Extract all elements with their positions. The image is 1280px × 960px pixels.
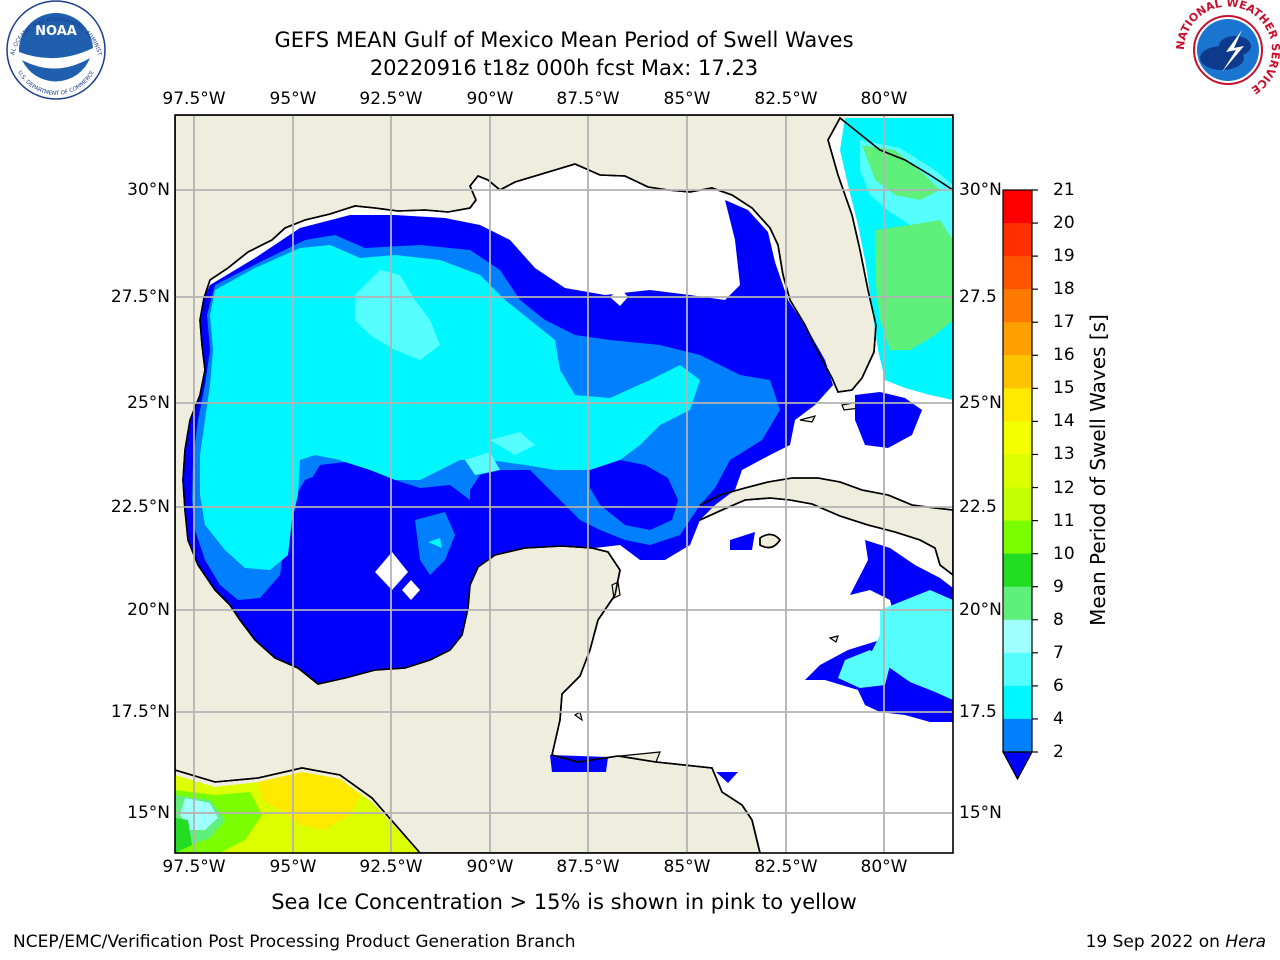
colorbar-segment — [1003, 322, 1032, 356]
lon-label-bottom: 87.5°W — [556, 857, 620, 877]
colorbar-extend-arrow — [1001, 751, 1034, 781]
lat-label-left: 25°N — [127, 393, 170, 413]
lat-label-right: 27.5 — [959, 287, 997, 307]
lat-label-right: 17.5 — [959, 702, 997, 722]
swell-period-field — [175, 118, 953, 853]
map-frame — [174, 114, 954, 854]
lon-label-top: 90°W — [466, 89, 514, 109]
lat-label-right: 15°N — [959, 803, 1002, 823]
colorbar-segment — [1003, 289, 1032, 323]
lon-label-bottom: 95°W — [269, 857, 317, 877]
colorbar-tick-label: 9 — [1053, 576, 1064, 597]
lat-label-left: 27.5°N — [110, 287, 170, 307]
colorbar-tick-label: 21 — [1053, 180, 1075, 200]
colorbar-tick-label: 7 — [1053, 642, 1064, 663]
noaa-logo-text: NOAA — [35, 24, 77, 39]
lon-label-top: 95°W — [269, 89, 317, 109]
colorbar-segment — [1003, 355, 1032, 389]
lat-label-left: 20°N — [127, 600, 170, 620]
nws-logo: NATIONAL WEATHER SERVICE — [1174, 0, 1280, 99]
lon-label-bottom: 82.5°W — [754, 857, 818, 877]
colorbar-segment — [1003, 454, 1032, 489]
colorbar-segment — [1003, 190, 1032, 224]
lon-label-top: 85°W — [663, 89, 711, 109]
colorbar-segment — [1003, 652, 1032, 687]
colorbar-segment — [1003, 223, 1032, 257]
colorbar-segment — [1003, 487, 1032, 522]
colorbar-frame — [1002, 189, 1033, 753]
colorbar-segment — [1003, 388, 1032, 422]
colorbar-segment — [1003, 619, 1032, 654]
colorbar-tick-label: 20 — [1053, 213, 1075, 234]
lon-label-top: 82.5°W — [754, 89, 818, 109]
noaa-logo: NOAA NATIONAL OCEANIC AND ATMOSPHERIC AD… — [0, 0, 106, 100]
colorbar-segment — [1003, 520, 1032, 555]
colorbar-title: Mean Period of Swell Waves [s] — [1086, 314, 1110, 626]
colorbar-segment — [1003, 256, 1032, 290]
map-title: GEFS MEAN Gulf of Mexico Mean Period of … — [274, 28, 854, 52]
lat-label-right: 25°N — [959, 393, 1002, 413]
colorbar-tick-label: 14 — [1053, 411, 1075, 432]
lon-label-bottom: 92.5°W — [359, 857, 423, 877]
lon-label-top: 87.5°W — [556, 89, 620, 109]
lon-label-top: 80°W — [860, 89, 908, 109]
credit-branch: NCEP/EMC/Verification Post Processing Pr… — [13, 932, 576, 952]
colorbar-tick-label: 13 — [1053, 444, 1075, 465]
credit-date-text: 19 Sep 2022 on — [1085, 932, 1220, 952]
graticule — [175, 115, 953, 853]
colorbar-tick-label: 11 — [1053, 510, 1075, 531]
colorbar-tick-label: 17 — [1053, 312, 1075, 333]
lon-label-top: 97.5°W — [162, 89, 226, 109]
colorbar-tick-label: 16 — [1053, 345, 1075, 366]
lat-label-right: 22.5 — [959, 497, 997, 517]
credit-host: Hera — [1225, 932, 1266, 952]
credit-date: 19 Sep 2022 on Hera — [1086, 932, 1266, 952]
sea-ice-note: Sea Ice Concentration > 15% is shown in … — [271, 890, 857, 914]
lat-label-left: 15°N — [127, 803, 170, 823]
colorbar-tick-label: 12 — [1053, 477, 1075, 498]
map-area — [175, 115, 953, 853]
lon-label-bottom: 90°W — [466, 857, 514, 877]
lon-label-top: 92.5°W — [359, 89, 423, 109]
colorbar-tick-label: 2 — [1053, 742, 1064, 762]
lat-label-left: 17.5°N — [110, 702, 170, 722]
colorbar — [1001, 189, 1038, 781]
colorbar-tick-label: 6 — [1053, 675, 1064, 696]
colorbar-segment — [1003, 718, 1032, 753]
colorbar-tick-label: 10 — [1053, 543, 1075, 564]
colorbar-segment — [1003, 421, 1032, 455]
coastlines — [175, 116, 953, 853]
lat-label-left: 30°N — [127, 180, 170, 200]
colorbar-tick-label: 4 — [1053, 708, 1064, 729]
colorbar-tick-label: 18 — [1053, 279, 1075, 300]
colorbar-segment — [1003, 586, 1032, 621]
map-subtitle: 20220916 t18z 000h fcst Max: 17.23 — [369, 56, 759, 80]
colorbar-segment — [1003, 685, 1032, 720]
lon-label-bottom: 85°W — [663, 857, 711, 877]
lat-label-right: 30°N — [959, 180, 1002, 200]
colorbar-segment — [1003, 553, 1032, 588]
colorbar-tick-label: 15 — [1053, 378, 1075, 399]
lat-label-right: 20°N — [959, 600, 1002, 620]
colorbar-tick-label: 19 — [1053, 246, 1075, 267]
lon-label-bottom: 80°W — [860, 857, 908, 877]
lon-label-bottom: 97.5°W — [162, 857, 226, 877]
colorbar-tick-label: 8 — [1053, 609, 1064, 630]
lat-label-left: 22.5°N — [110, 497, 170, 517]
